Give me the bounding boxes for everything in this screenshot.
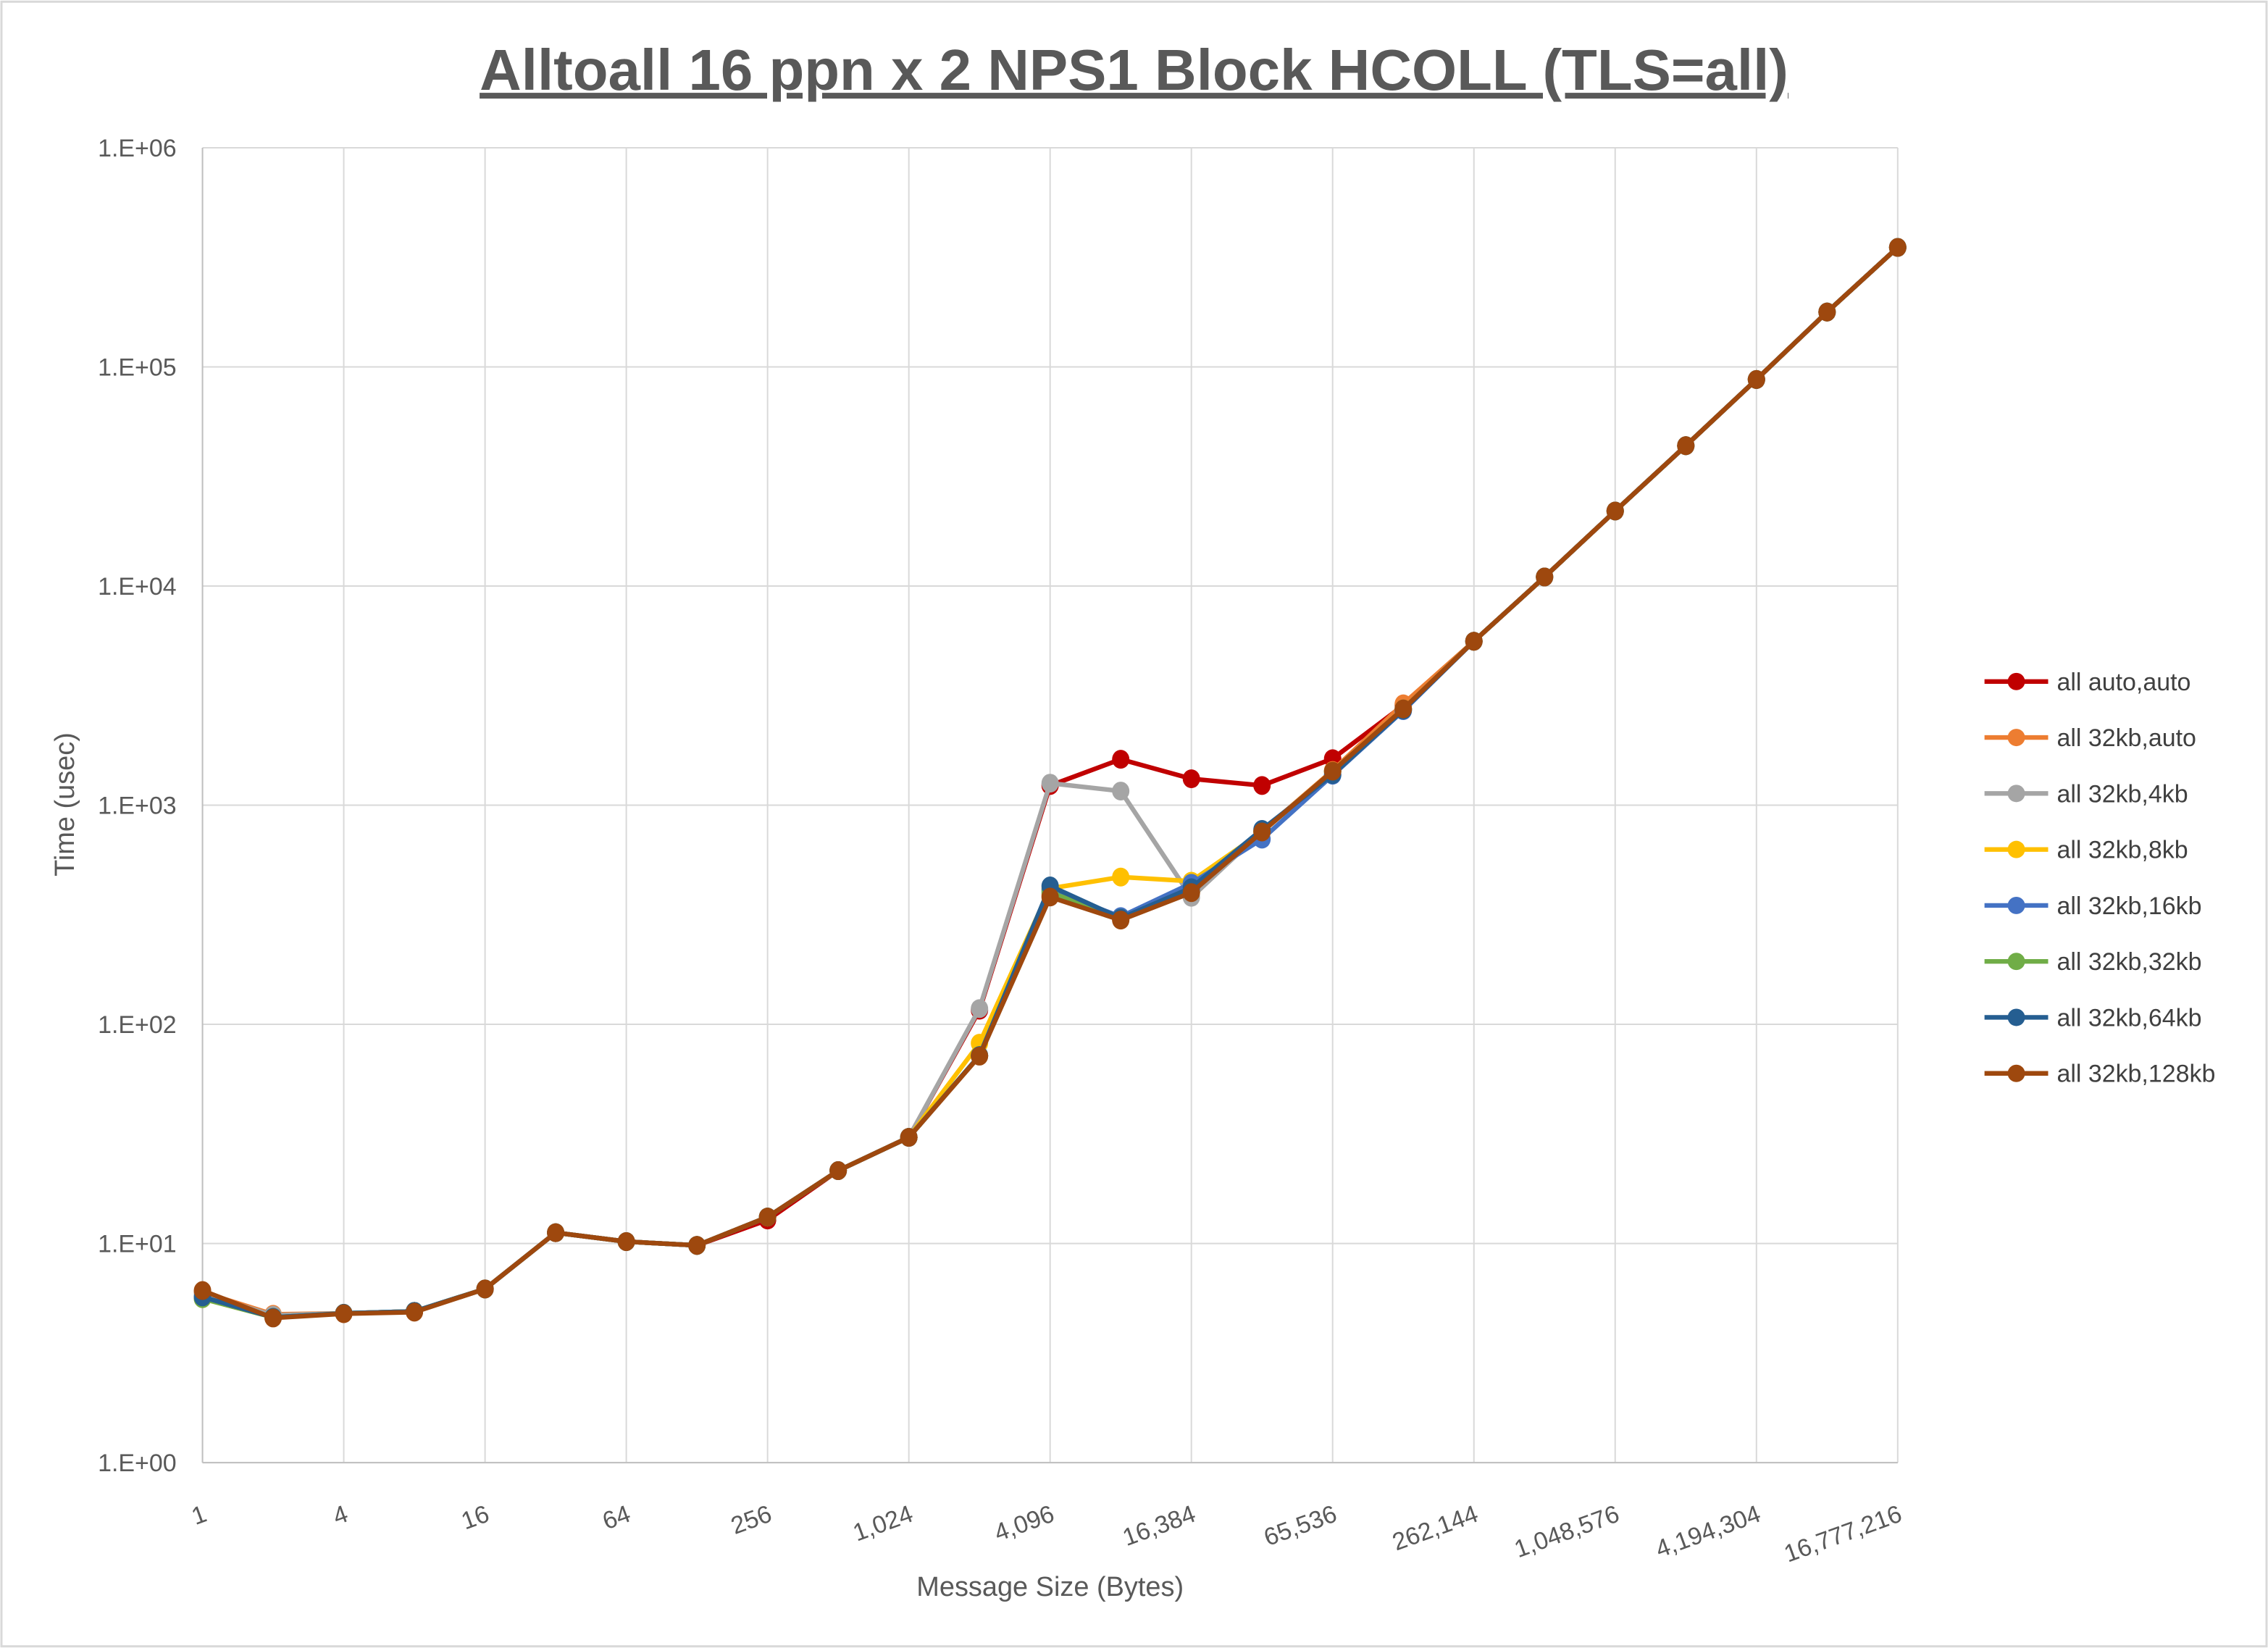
- legend-entry: all 32kb,64kb: [1984, 1004, 2201, 1032]
- data-point: [1182, 769, 1200, 789]
- y-axis: 1.E+00 1.E+01 1.E+02 1.E+03 1.E+04 1.E+05 1.E+…: [98, 135, 177, 1477]
- data-point: [1606, 501, 1624, 521]
- legend-entry: all 32kb,32kb: [1984, 948, 2201, 976]
- legend-entry: all auto,auto: [1984, 669, 2190, 696]
- data-point: [758, 1208, 777, 1227]
- y-tick-label: 1.E+06: [98, 135, 177, 162]
- data-point: [1253, 776, 1271, 795]
- y-tick-label: 1.E+04: [98, 573, 177, 601]
- y-tick-label: 1.E+05: [98, 354, 177, 381]
- data-point: [476, 1279, 494, 1299]
- data-point: [1112, 750, 1130, 769]
- legend-marker: [2007, 896, 2025, 914]
- data-point: [900, 1128, 918, 1147]
- x-axis-label: Message Size (Bytes): [916, 1572, 1184, 1602]
- data-point: [335, 1304, 353, 1323]
- legend-marker: [2007, 953, 2025, 971]
- data-point: [1041, 774, 1059, 793]
- legend-label: all 32kb,4kb: [2056, 780, 2188, 808]
- data-point: [688, 1236, 706, 1255]
- legend-marker: [2007, 785, 2025, 803]
- data-point: [193, 1281, 212, 1300]
- y-tick-label: 1.E+02: [98, 1011, 177, 1039]
- data-point: [1394, 699, 1413, 719]
- data-point: [971, 999, 989, 1019]
- data-point: [1112, 867, 1130, 887]
- data-point: [1818, 302, 1836, 322]
- data-point: [1041, 887, 1059, 907]
- legend-entry: all 32kb,4kb: [1984, 780, 2188, 808]
- data-point: [406, 1302, 424, 1322]
- legend-label: all 32kb,32kb: [2056, 948, 2201, 976]
- data-point: [1677, 436, 1695, 456]
- legend-label: all 32kb,8kb: [2056, 837, 2188, 864]
- series-all-32kb-128kb: [193, 238, 1907, 1328]
- data-point: [264, 1308, 283, 1328]
- chart-title: Alltoall 16 ppn x 2 NPS1 Block HCOLL (TL…: [480, 38, 1788, 102]
- grid: [201, 146, 1899, 1464]
- data-point: [547, 1223, 565, 1242]
- legend-entry: all 32kb,auto: [1984, 724, 2196, 752]
- legend-label: all 32kb,128kb: [2056, 1061, 2215, 1088]
- data-point: [1465, 632, 1483, 651]
- data-point: [1112, 782, 1130, 801]
- data-point: [617, 1231, 635, 1251]
- data-point: [829, 1161, 848, 1180]
- legend-entry: all 32kb,16kb: [1984, 892, 2201, 920]
- data-point: [1182, 883, 1200, 903]
- data-point: [1888, 238, 1907, 257]
- legend-label: all 32kb,16kb: [2056, 892, 2201, 920]
- legend-label: all 32kb,64kb: [2056, 1004, 2201, 1032]
- y-axis-label: Time (usec): [50, 732, 80, 877]
- legend: all auto,auto all 32kb,auto all 32kb,4kb al…: [1984, 669, 2215, 1088]
- data-point: [1112, 911, 1130, 930]
- data-point: [1323, 761, 1342, 781]
- legend-marker: [2007, 1008, 2025, 1026]
- legend-marker: [2007, 672, 2025, 690]
- data-point: [1536, 567, 1554, 587]
- data-point: [1253, 822, 1271, 842]
- y-tick-label: 1.E+01: [98, 1231, 177, 1258]
- data-point: [971, 1046, 989, 1066]
- series-lines: [193, 238, 1907, 1328]
- y-tick-label: 1.E+03: [98, 792, 177, 820]
- legend-label: all 32kb,auto: [2056, 724, 2196, 752]
- legend-entry: all 32kb,8kb: [1984, 837, 2188, 864]
- data-point: [1747, 369, 1765, 389]
- legend-label: all auto,auto: [2056, 669, 2190, 696]
- legend-marker: [2007, 840, 2025, 858]
- legend-marker: [2007, 1064, 2025, 1082]
- legend-entry: all 32kb,128kb: [1984, 1061, 2215, 1088]
- legend-marker: [2007, 729, 2025, 747]
- y-tick-label: 1.E+00: [98, 1450, 177, 1477]
